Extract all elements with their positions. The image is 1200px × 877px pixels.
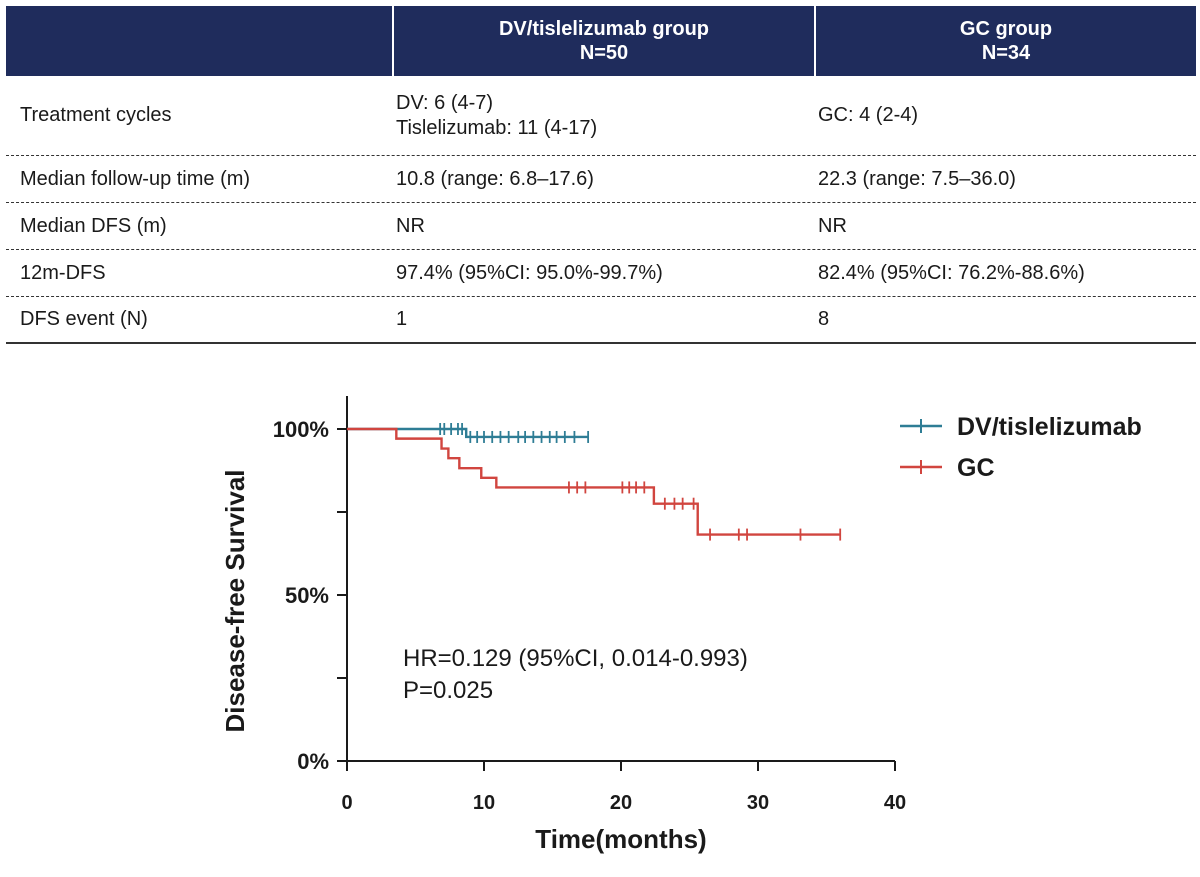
y-tick-label: 100% xyxy=(273,417,329,442)
gc-cell: NR xyxy=(818,214,847,237)
dv-cycles-line: DV: 6 (4-7) xyxy=(396,91,494,114)
gc-cell: 82.4% (95%CI: 76.2%-88.6%) xyxy=(818,261,1085,284)
table-row: DFS event (N) 1 8 xyxy=(6,297,1196,344)
series-line-gc xyxy=(347,427,841,536)
x-tick-label: 30 xyxy=(747,792,769,814)
dv-cell: NR xyxy=(396,214,425,237)
header-cell-blank xyxy=(6,6,392,76)
dv-cell: 10.8 (range: 6.8–17.6) xyxy=(396,167,594,190)
gc-cell: 8 xyxy=(818,308,830,330)
series-line-dv xyxy=(347,427,589,439)
table-row: Median follow-up time (m) 10.8 (range: 6… xyxy=(6,156,1196,203)
x-tick-label: 40 xyxy=(884,792,906,814)
table-row: Treatment cycles DV: 6 (4-7) Tislelizuma… xyxy=(6,76,1196,156)
row-label: Median follow-up time (m) xyxy=(20,167,251,190)
header-gc-group: GC group N=34 xyxy=(814,6,1196,76)
header-dv-title: DV/tislelizumab group xyxy=(498,18,710,40)
hr-annotation: HR=0.129 (95%CI, 0.014-0.993) xyxy=(403,645,748,672)
y-axis-label: Disease-free Survival xyxy=(220,469,250,732)
table-row: 12m-DFS 97.4% (95%CI: 95.0%-99.7%) 82.4%… xyxy=(6,250,1196,297)
p-value-annotation: P=0.025 xyxy=(403,677,493,704)
header-gc-n: N=34 xyxy=(981,42,1031,64)
row-label: DFS event (N) xyxy=(20,308,148,330)
row-label: Median DFS (m) xyxy=(20,214,167,237)
table-header: DV/tislelizumab group N=50 GC group N=34 xyxy=(6,6,1196,76)
legend-label: DV/tislelizumab xyxy=(957,413,1142,441)
x-axis-label: Time(months) xyxy=(535,824,706,854)
dv-cell: 1 xyxy=(396,308,408,330)
y-tick-label: 50% xyxy=(285,583,329,608)
row-label: Treatment cycles xyxy=(20,104,172,126)
x-tick-label: 10 xyxy=(473,792,495,814)
header-gc-title: GC group xyxy=(959,18,1053,40)
row-label: 12m-DFS xyxy=(20,261,106,284)
gc-cell: GC: 4 (2-4) xyxy=(818,104,919,126)
table-row: Median DFS (m) NR NR xyxy=(6,203,1196,250)
x-tick-label: 20 xyxy=(610,792,632,814)
y-tick-label: 0% xyxy=(297,749,329,774)
dv-cell: DV: 6 (4-7) Tislelizumab: 11 (4-17) xyxy=(392,76,814,155)
dv-cycles-line: Tislelizumab: 11 (4-17) xyxy=(396,116,598,139)
header-dv-group: DV/tislelizumab group N=50 xyxy=(392,6,814,76)
header-dv-n: N=50 xyxy=(579,42,629,64)
summary-table: DV/tislelizumab group N=50 GC group N=34… xyxy=(6,6,1196,344)
legend-label: GC xyxy=(957,454,995,482)
gc-cell: 22.3 (range: 7.5–36.0) xyxy=(818,167,1016,190)
dv-cell: 97.4% (95%CI: 95.0%-99.7%) xyxy=(396,261,663,284)
x-tick-label: 0 xyxy=(341,792,352,814)
